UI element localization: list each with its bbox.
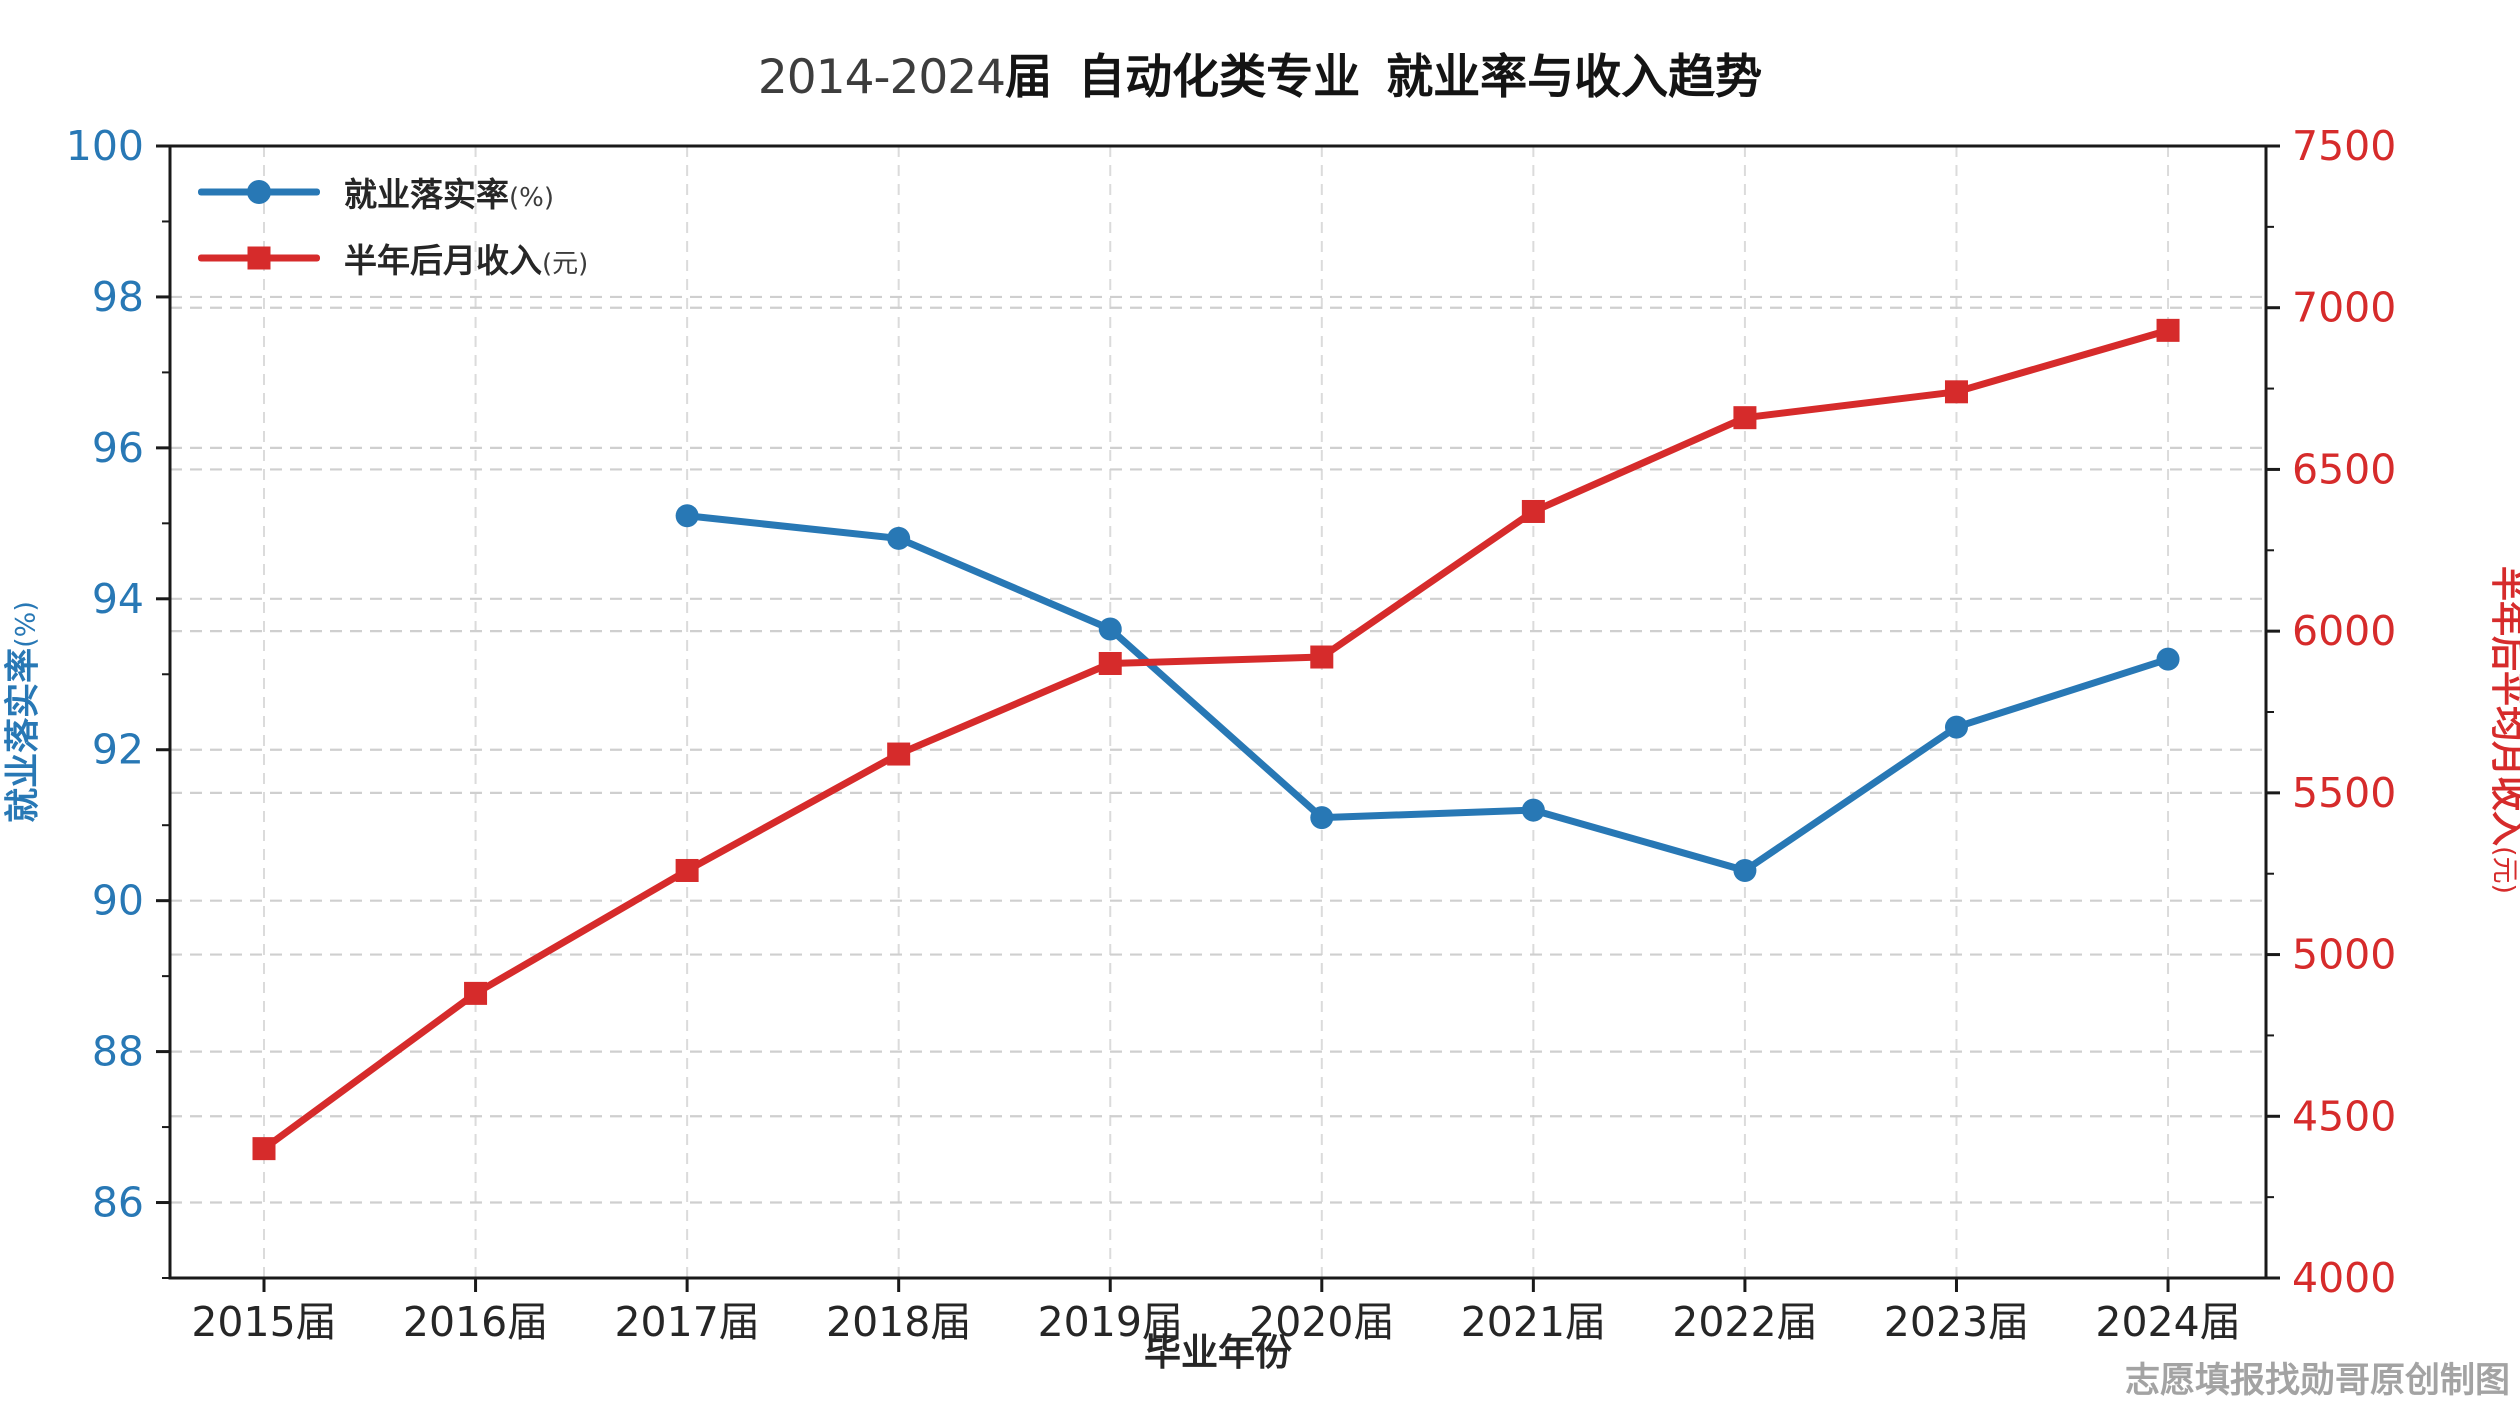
x-axis-title: 毕业年份: [1144, 1331, 1292, 1374]
right-tick-label: 6500: [2292, 445, 2396, 493]
left-tick-label: 100: [66, 122, 144, 170]
data-series: [252, 318, 2180, 1161]
left-tick-label: 92: [92, 726, 144, 774]
left-tick-label: 94: [92, 575, 144, 623]
legend-employment-label: 就业落实率(%): [344, 175, 554, 214]
data-point-employment: [1944, 715, 1968, 739]
left-tick-label: 96: [92, 424, 144, 472]
data-point-employment: [887, 526, 911, 550]
right-tick-label: 4500: [2292, 1092, 2396, 1140]
data-point-income: [252, 1137, 276, 1161]
legend: 就业落实率(%) 半年后月收入(元): [198, 166, 588, 284]
data-point-employment: [1098, 617, 1122, 641]
data-point-employment: [1310, 806, 1334, 830]
legend-item-income: 半年后月收入(元): [198, 232, 588, 284]
gridlines: [170, 144, 2266, 1280]
x-tick-label: 2021届: [1461, 1298, 1606, 1346]
legend-item-employment: 就业落实率(%): [198, 166, 588, 218]
data-point-income: [1098, 651, 1122, 675]
left-tick-label: 88: [92, 1028, 144, 1076]
title-year-range: 2014-2024: [757, 50, 1006, 105]
data-point-income: [1521, 499, 1545, 523]
left-tick-label: 98: [92, 273, 144, 321]
watermark: 志愿填报找勋哥原创制图: [2124, 1361, 2510, 1401]
axes: 86 88 90 92 94 96 98 100 4000 4500 5000 5500 6000 650…: [66, 122, 2397, 1346]
legend-circle-marker-icon: [247, 180, 271, 204]
chart-title: 2014-2024届 自动化类专业 就业率与收入趋势: [0, 52, 2520, 104]
series-employment: [675, 504, 2180, 882]
data-point-employment: [1733, 858, 1757, 882]
left-tick-label: 90: [92, 877, 144, 925]
title-topic: 就业率与收入趋势: [1386, 50, 1763, 105]
right-tick-label: 7000: [2292, 284, 2396, 332]
legend-income-sample: [198, 232, 320, 284]
x-tick-label: 2019届: [1038, 1298, 1183, 1346]
x-tick-label: 2018届: [826, 1298, 971, 1346]
right-tick-label: 5500: [2292, 769, 2396, 817]
legend-income-label: 半年后月收入(元): [344, 241, 589, 280]
right-tick-label: 6000: [2292, 607, 2396, 655]
right-tick-label: 5000: [2292, 931, 2396, 979]
series-income: [252, 318, 2180, 1161]
right-axis-title: 半年后平均月收入(元): [2486, 565, 2520, 895]
right-tick-label: 7500: [2292, 122, 2396, 170]
x-tick-label: 2024届: [2095, 1298, 2240, 1346]
legend-square-marker-icon: [247, 246, 271, 270]
x-tick-label: 2016届: [403, 1298, 548, 1346]
title-unit: 届: [1005, 50, 1053, 105]
data-point-income: [887, 742, 911, 766]
data-point-employment: [2156, 647, 2180, 671]
data-point-income: [464, 981, 488, 1005]
data-point-income: [1733, 406, 1757, 430]
x-tick-label: 2015届: [191, 1298, 336, 1346]
legend-employment-sample: [198, 166, 320, 218]
x-tick-label: 2022届: [1672, 1298, 1817, 1346]
right-tick-label: 4000: [2292, 1254, 2396, 1302]
data-point-income: [675, 858, 699, 882]
data-point-employment: [675, 504, 699, 528]
data-point-income: [1944, 380, 1968, 404]
left-axis-title: 就业落实率(%): [3, 601, 44, 823]
title-subject: 自动化类专业: [1078, 50, 1361, 105]
x-tick-label: 2017届: [614, 1298, 759, 1346]
data-point-income: [1310, 645, 1334, 669]
data-point-employment: [1521, 798, 1545, 822]
x-tick-label: 2023届: [1884, 1298, 2029, 1346]
data-point-income: [2156, 318, 2180, 342]
left-tick-label: 86: [92, 1179, 144, 1227]
x-tick-label: 2020届: [1249, 1298, 1394, 1346]
